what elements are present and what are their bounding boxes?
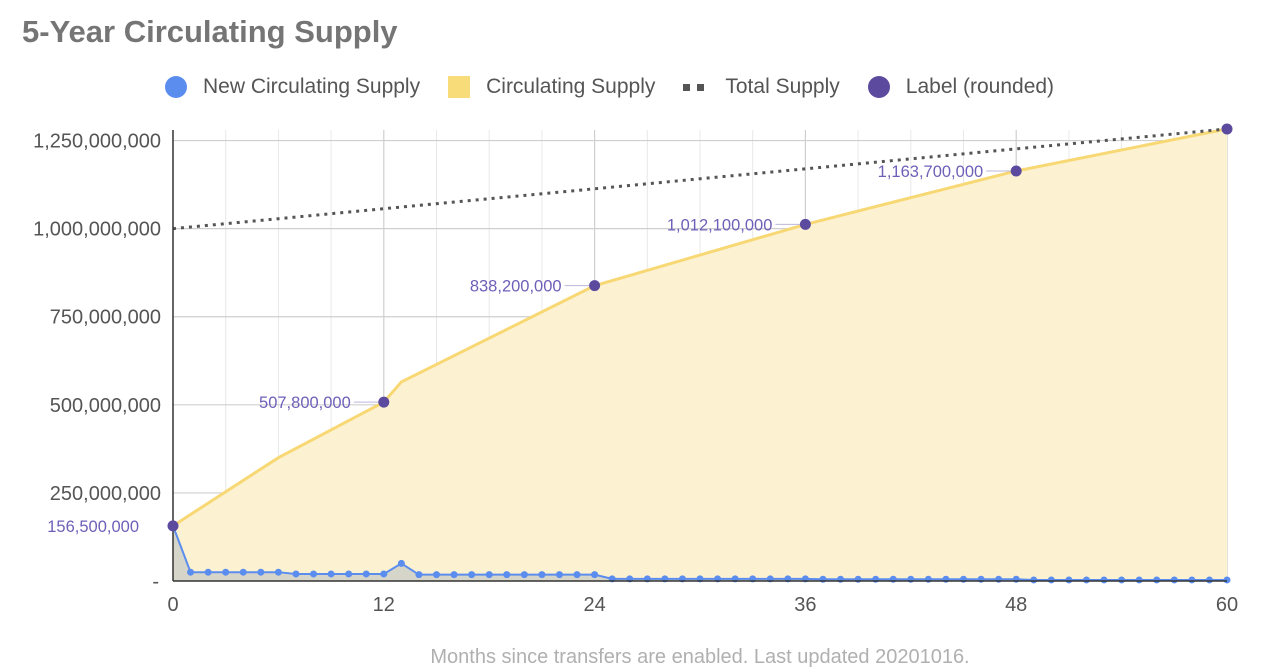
new-supply-point	[345, 570, 353, 578]
x-tick-label: 36	[794, 594, 816, 616]
new-supply-point	[380, 570, 388, 578]
label-point	[1010, 165, 1022, 177]
y-tick-label: 250,000,000	[50, 483, 161, 505]
data-label: 1,012,100,000	[667, 216, 773, 234]
new-supply-point	[433, 571, 440, 579]
legend-label: Circulating Supply	[486, 75, 656, 98]
legend-item-total-supply[interactable]: Total Supply	[683, 75, 840, 99]
new-supply-point	[239, 568, 247, 576]
x-tick-label: 12	[373, 594, 395, 616]
new-supply-point	[1065, 576, 1073, 584]
new-supply-point	[538, 571, 546, 579]
new-supply-point	[187, 568, 195, 576]
new-supply-point	[1135, 576, 1143, 584]
chart-legend: New Circulating Supply Circulating Suppl…	[165, 72, 1082, 102]
new-supply-point	[292, 570, 300, 578]
circulating-supply-area	[173, 128, 1227, 581]
new-supply-point	[1118, 576, 1126, 584]
label-point	[1221, 123, 1233, 135]
new-supply-point	[450, 571, 458, 579]
legend-label: Total Supply	[725, 75, 840, 98]
legend-swatch-total-supply	[683, 83, 711, 91]
data-label: 1,163,700,000	[878, 163, 984, 181]
y-tick-label: 750,000,000	[50, 307, 161, 329]
x-tick-label: 60	[1216, 594, 1238, 616]
new-supply-point	[327, 570, 335, 578]
legend-label: New Circulating Supply	[203, 75, 421, 98]
total-supply-line	[172, 127, 1228, 231]
new-supply-point	[222, 568, 230, 576]
label-point	[589, 280, 601, 292]
new-supply-point	[1100, 576, 1108, 584]
new-supply-point	[1188, 576, 1196, 584]
y-tick-label: -	[152, 571, 159, 593]
new-supply-point	[1047, 576, 1055, 584]
new-supply-point	[1153, 576, 1161, 584]
legend-item-label-rounded[interactable]: Label (rounded)	[867, 75, 1055, 99]
new-supply-point	[1082, 576, 1090, 584]
label-point	[167, 520, 179, 532]
new-supply-point	[415, 571, 423, 579]
new-supply-point	[1205, 576, 1213, 584]
legend-item-circulating-supply[interactable]: Circulating Supply	[448, 75, 655, 99]
label-point	[378, 396, 390, 408]
label-point	[799, 218, 811, 230]
circulating-supply-line	[172, 127, 1228, 528]
new-supply-point	[485, 571, 493, 579]
x-tick-label: 0	[167, 594, 178, 616]
data-label: 507,800,000	[259, 394, 351, 412]
new-supply-point	[1223, 576, 1231, 584]
new-supply-point	[591, 571, 599, 579]
new-supply-point	[397, 559, 405, 567]
new-supply-point	[573, 571, 581, 579]
new-supply-point	[1170, 576, 1178, 584]
x-tick-label: 48	[1005, 594, 1027, 616]
new-supply-point	[468, 571, 476, 579]
new-supply-point	[555, 571, 563, 579]
legend-swatch-new-circulating-supply	[165, 76, 187, 98]
x-tick-label: 24	[583, 594, 605, 616]
new-supply-point	[362, 570, 370, 578]
y-tick-label: 1,000,000,000	[33, 219, 161, 241]
new-supply-point	[274, 568, 282, 576]
y-tick-label: 500,000,000	[50, 395, 161, 417]
new-supply-point	[503, 571, 511, 579]
data-label: 156,500,000	[47, 518, 139, 536]
new-supply-point	[1030, 576, 1038, 584]
new-supply-point	[310, 570, 318, 578]
new-supply-point	[520, 571, 528, 579]
legend-swatch-circulating-supply	[448, 76, 471, 98]
new-supply-point	[257, 568, 265, 576]
data-label: 838,200,000	[470, 278, 562, 296]
chart-title: 5-Year Circulating Supply	[22, 14, 398, 49]
y-tick-label: 1,250,000,000	[33, 131, 161, 153]
legend-label: Label (rounded)	[905, 75, 1055, 98]
legend-swatch-label-rounded	[867, 76, 890, 98]
legend-item-new-circulating-supply[interactable]: New Circulating Supply	[165, 75, 420, 99]
x-axis-title: Months since transfers are enabled. Last…	[430, 646, 970, 668]
new-supply-point	[204, 568, 212, 576]
